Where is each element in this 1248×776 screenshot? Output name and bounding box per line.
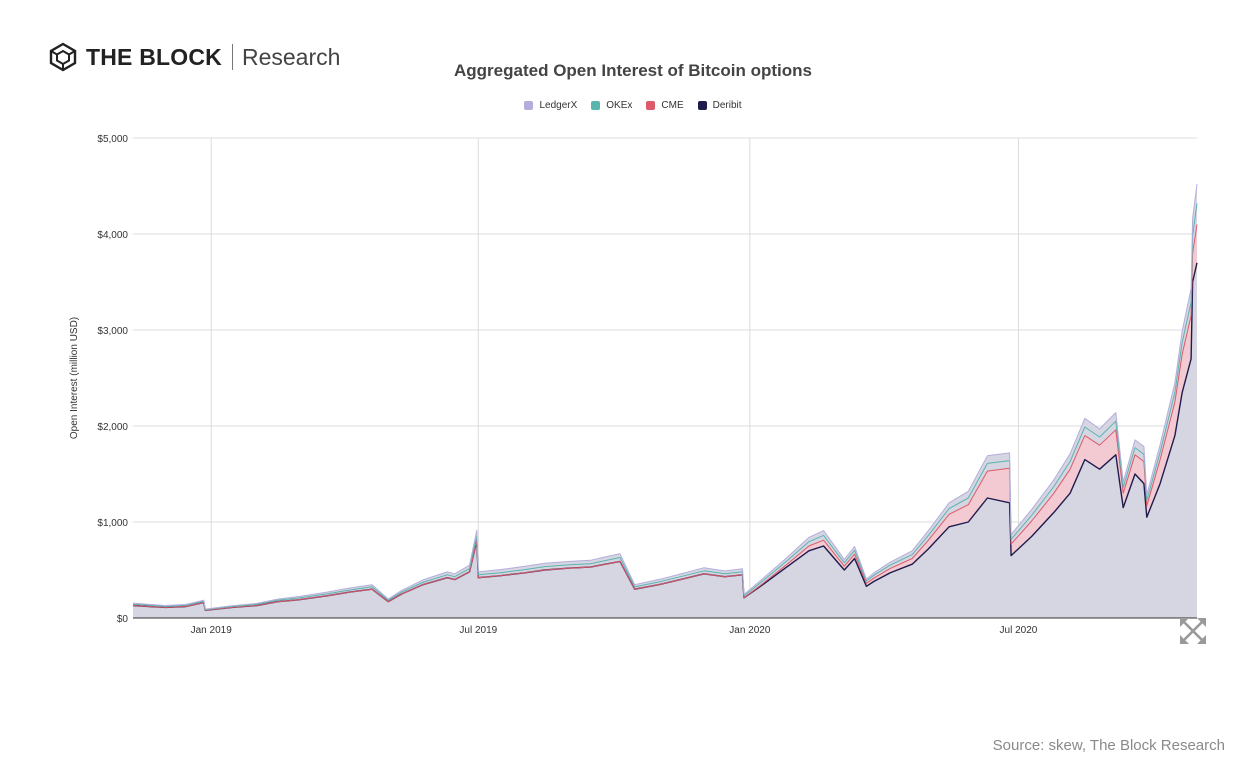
legend-label: Deribit [712, 100, 742, 111]
legend-label: CME [661, 100, 684, 111]
legend-swatch [697, 101, 707, 110]
brand-divider [231, 44, 233, 70]
series-line-ledgerx [132, 184, 1198, 610]
y-tick-label: $1,000 [97, 518, 128, 529]
chart-title: Aggregated Open Interest of Bitcoin opti… [454, 61, 812, 80]
y-axis-label: Open Interest (million USD) [69, 317, 80, 439]
x-tick-label: Jan 2019 [191, 625, 233, 636]
chart-legend: LedgerX OKEx CME Deribit [0, 100, 1248, 111]
legend-swatch [591, 101, 601, 110]
brand-header: THE BLOCK Research [48, 40, 340, 74]
brand-subtitle: Research [241, 43, 341, 70]
legend-item[interactable]: LedgerX [524, 100, 577, 111]
x-tick-label: Jul 2020 [1000, 625, 1038, 636]
legend-item[interactable]: Deribit [697, 100, 742, 111]
legend-item[interactable]: OKEx [591, 100, 632, 111]
legend-swatch [524, 101, 534, 110]
y-tick-label: $2,000 [97, 422, 128, 433]
area-total [133, 184, 1197, 618]
x-tick-label: Jul 2019 [459, 625, 497, 636]
y-tick-label: $4,000 [97, 230, 128, 241]
y-tick-label: $5,000 [97, 134, 128, 145]
expand-icon[interactable] [1178, 616, 1208, 646]
legend-label: LedgerX [539, 100, 578, 111]
source-caption: Source: skew, The Block Research [992, 737, 1225, 754]
brand-name: THE BLOCK [86, 43, 222, 70]
x-tick-label: Jan 2020 [729, 625, 771, 636]
y-tick-label: $3,000 [97, 326, 128, 337]
the-block-logo-icon [49, 42, 77, 72]
chart-plot: $0 $1,000 $2,000 $3,000 $4,000 $5,000 Jan 2019… [69, 134, 1198, 636]
y-tick-label: $0 [117, 614, 129, 625]
legend-label: OKEx [606, 100, 633, 111]
legend-item[interactable]: CME [646, 100, 684, 111]
legend-swatch [646, 101, 656, 110]
